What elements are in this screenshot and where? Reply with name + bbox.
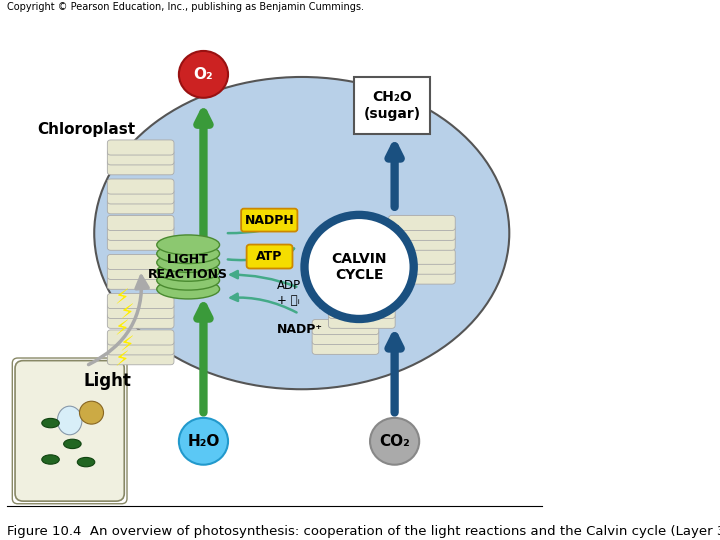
Text: Copyright © Pearson Education, Inc., publishing as Benjamin Cummings.: Copyright © Pearson Education, Inc., pub…	[7, 2, 364, 12]
Ellipse shape	[42, 418, 59, 428]
Text: O₂: O₂	[194, 67, 213, 82]
Text: NADPH: NADPH	[245, 214, 294, 227]
FancyBboxPatch shape	[107, 293, 174, 308]
Text: ADP
+ ⓟᵢ: ADP + ⓟᵢ	[277, 279, 301, 307]
Ellipse shape	[157, 279, 220, 299]
Ellipse shape	[157, 261, 220, 281]
FancyBboxPatch shape	[389, 249, 455, 265]
FancyBboxPatch shape	[15, 361, 125, 501]
Circle shape	[79, 401, 104, 424]
Ellipse shape	[157, 235, 220, 255]
Circle shape	[179, 418, 228, 465]
FancyBboxPatch shape	[241, 208, 297, 232]
FancyBboxPatch shape	[107, 274, 174, 289]
FancyBboxPatch shape	[312, 329, 379, 345]
FancyBboxPatch shape	[107, 160, 174, 175]
FancyBboxPatch shape	[107, 199, 174, 214]
Circle shape	[305, 215, 414, 319]
FancyBboxPatch shape	[107, 313, 174, 328]
FancyBboxPatch shape	[247, 245, 292, 268]
FancyBboxPatch shape	[107, 303, 174, 319]
FancyBboxPatch shape	[107, 215, 174, 231]
FancyBboxPatch shape	[107, 225, 174, 240]
FancyBboxPatch shape	[328, 293, 395, 308]
Text: CH₂O
(sugar): CH₂O (sugar)	[364, 91, 420, 121]
Ellipse shape	[63, 439, 81, 449]
Ellipse shape	[42, 455, 59, 464]
FancyBboxPatch shape	[107, 330, 174, 345]
Ellipse shape	[157, 253, 220, 272]
Text: CALVIN
CYCLE: CALVIN CYCLE	[331, 252, 387, 282]
Text: NADP⁺: NADP⁺	[277, 323, 323, 336]
FancyBboxPatch shape	[312, 339, 379, 354]
Text: H₂O: H₂O	[187, 434, 220, 449]
Text: Chloroplast: Chloroplast	[37, 122, 135, 137]
Ellipse shape	[77, 457, 95, 467]
FancyBboxPatch shape	[107, 235, 174, 250]
Text: Figure 10.4  An overview of photosynthesis: cooperation of the light reactions a: Figure 10.4 An overview of photosynthesi…	[7, 524, 720, 537]
FancyBboxPatch shape	[389, 235, 455, 250]
Text: ⚡: ⚡	[120, 304, 135, 324]
FancyBboxPatch shape	[354, 77, 430, 134]
FancyBboxPatch shape	[389, 259, 455, 274]
Text: ⚡: ⚡	[120, 335, 135, 355]
FancyBboxPatch shape	[107, 150, 174, 165]
Ellipse shape	[157, 244, 220, 264]
Text: ⚡: ⚡	[114, 350, 129, 370]
FancyBboxPatch shape	[328, 303, 395, 319]
FancyBboxPatch shape	[107, 340, 174, 355]
FancyBboxPatch shape	[389, 215, 455, 231]
Text: ATP: ATP	[256, 250, 283, 263]
FancyBboxPatch shape	[107, 265, 174, 279]
FancyBboxPatch shape	[312, 320, 379, 335]
FancyBboxPatch shape	[389, 269, 455, 284]
Text: ⚡: ⚡	[114, 319, 129, 340]
Ellipse shape	[94, 77, 509, 389]
Ellipse shape	[157, 271, 220, 290]
FancyBboxPatch shape	[107, 254, 174, 269]
FancyBboxPatch shape	[107, 179, 174, 194]
Text: ⚡: ⚡	[114, 288, 129, 308]
Text: CO₂: CO₂	[379, 434, 410, 449]
FancyBboxPatch shape	[107, 189, 174, 204]
Text: LIGHT
REACTIONS: LIGHT REACTIONS	[148, 253, 228, 281]
Circle shape	[370, 418, 419, 465]
Ellipse shape	[58, 406, 82, 435]
Text: Light: Light	[84, 373, 132, 390]
FancyBboxPatch shape	[389, 225, 455, 240]
FancyBboxPatch shape	[107, 350, 174, 365]
FancyBboxPatch shape	[328, 313, 395, 328]
FancyBboxPatch shape	[107, 140, 174, 155]
Circle shape	[179, 51, 228, 98]
